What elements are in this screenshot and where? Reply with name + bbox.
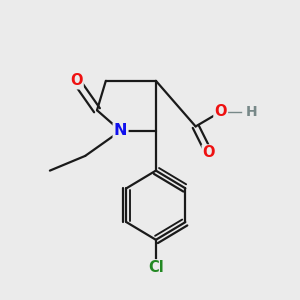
Text: O: O [70,73,82,88]
Text: O: O [202,146,215,160]
Text: H: H [246,105,257,119]
Text: N: N [114,123,127,138]
Text: O: O [214,104,227,119]
Text: Cl: Cl [148,260,164,275]
